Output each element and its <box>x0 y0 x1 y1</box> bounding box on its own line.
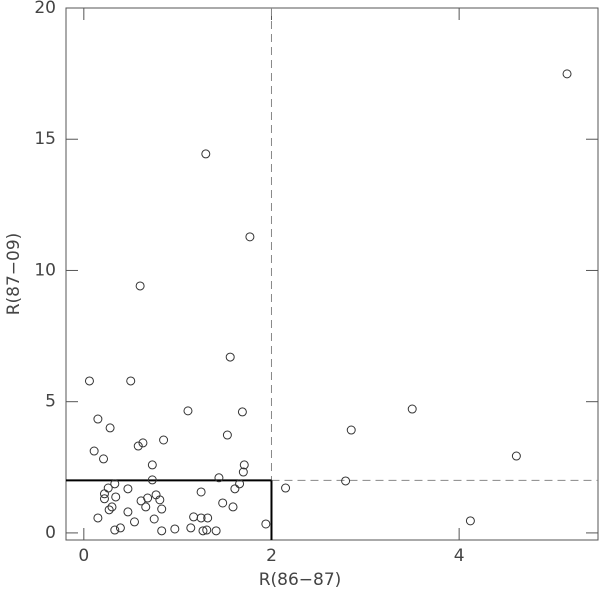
point <box>235 479 245 489</box>
y-tick-label: 0 <box>45 523 56 543</box>
point <box>170 524 180 534</box>
point <box>133 441 143 451</box>
point <box>341 476 351 486</box>
point <box>222 430 232 440</box>
point <box>230 484 240 494</box>
y-tick-label: 20 <box>34 0 56 18</box>
point <box>93 513 103 523</box>
point <box>511 451 521 461</box>
point <box>562 69 572 79</box>
y-tick-label: 5 <box>45 392 56 412</box>
point <box>149 514 159 524</box>
point <box>198 526 208 536</box>
y-tick-label: 15 <box>34 129 56 149</box>
point <box>141 502 151 512</box>
x-tick-label: 2 <box>266 546 277 566</box>
point <box>147 475 157 485</box>
point <box>157 526 167 536</box>
point <box>138 438 148 448</box>
point <box>135 281 145 291</box>
point <box>110 479 120 489</box>
point <box>196 513 206 523</box>
point <box>228 502 238 512</box>
point <box>201 149 211 159</box>
point <box>211 526 221 536</box>
point <box>225 352 235 362</box>
point <box>183 406 193 416</box>
point <box>186 523 196 533</box>
point <box>123 484 133 494</box>
x-tick-label: 0 <box>78 546 89 566</box>
point <box>238 467 248 477</box>
point <box>239 460 249 470</box>
y-tick-label: 10 <box>34 260 56 280</box>
point <box>110 525 120 535</box>
point <box>129 517 139 527</box>
point <box>105 423 115 433</box>
point <box>104 505 114 515</box>
point <box>99 454 109 464</box>
point <box>157 504 167 514</box>
point <box>84 376 94 386</box>
point <box>407 404 417 414</box>
point <box>346 425 356 435</box>
point <box>203 513 213 523</box>
point <box>465 516 475 526</box>
point <box>237 407 247 417</box>
point <box>214 473 224 483</box>
point <box>261 519 271 529</box>
point <box>281 483 291 493</box>
point <box>202 525 212 535</box>
point <box>126 376 136 386</box>
point <box>245 232 255 242</box>
point <box>123 507 133 517</box>
point <box>136 496 146 506</box>
point <box>107 502 117 512</box>
point <box>159 435 169 445</box>
point <box>89 446 99 456</box>
y-axis-label: R(87−09) <box>4 233 24 316</box>
point <box>111 492 121 502</box>
plot-frame <box>65 7 599 541</box>
point <box>218 498 228 508</box>
point <box>99 489 109 499</box>
x-axis-label: R(86−87) <box>259 570 342 590</box>
point <box>115 523 125 533</box>
x-tick-label: 4 <box>454 546 465 566</box>
point <box>147 460 157 470</box>
point <box>189 512 199 522</box>
point <box>93 414 103 424</box>
point <box>99 494 109 504</box>
point <box>155 495 165 505</box>
point <box>196 487 206 497</box>
point <box>103 483 113 493</box>
